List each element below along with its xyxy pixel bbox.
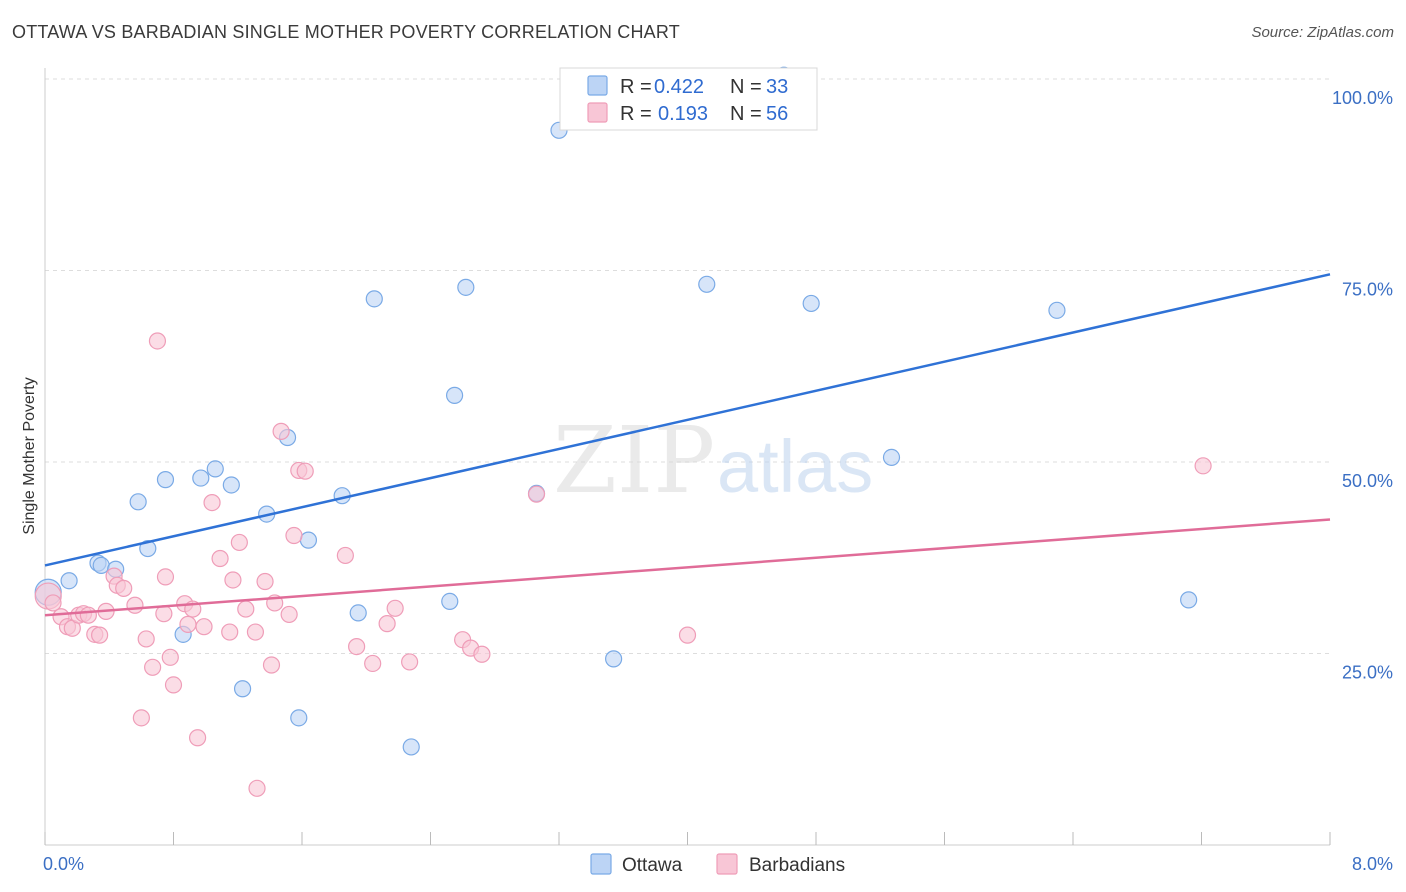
point-barbadians-17 xyxy=(144,658,162,676)
point-barbadians-30 xyxy=(221,623,239,641)
point-barbadians-22 xyxy=(164,676,183,694)
point-barbadians-31 xyxy=(224,571,242,589)
point-barbadians-54 xyxy=(678,626,697,644)
point-barbadians-39 xyxy=(272,422,290,440)
point-ottawa-5 xyxy=(129,493,147,511)
point-ottawa-26 xyxy=(605,650,623,668)
point-barbadians-13 xyxy=(115,579,133,597)
legend-r-value-ottawa: 0.422 xyxy=(654,76,704,98)
point-ottawa-30 xyxy=(882,448,901,467)
series-legend: Ottawa Barbadians xyxy=(590,853,845,876)
series-legend-label-barbadians[interactable]: Barbadians xyxy=(749,855,845,876)
point-barbadians-26 xyxy=(188,729,207,747)
legend-n-value-ottawa: 33 xyxy=(766,76,788,98)
point-ottawa-15 xyxy=(290,709,308,727)
watermark-zip: ZIP xyxy=(553,407,715,514)
point-ottawa-32 xyxy=(1180,591,1198,609)
series-legend-swatch-barbadians[interactable] xyxy=(716,853,738,875)
point-barbadians-34 xyxy=(246,623,265,641)
series-legend-label-ottawa[interactable]: Ottawa xyxy=(622,855,683,876)
point-barbadians-37 xyxy=(262,656,281,674)
point-ottawa-9 xyxy=(192,469,210,487)
point-ottawa-20 xyxy=(402,738,420,756)
point-barbadians-47 xyxy=(378,615,396,633)
trend-line-ottawa xyxy=(44,273,1331,567)
y-axis-title: Single Mother Poverty xyxy=(21,377,38,534)
point-barbadians-7 xyxy=(79,606,97,624)
point-ottawa-29 xyxy=(802,294,820,313)
point-ottawa-16 xyxy=(299,531,318,549)
point-ottawa-6 xyxy=(139,539,157,558)
point-ottawa-10 xyxy=(206,460,224,478)
point-barbadians-32 xyxy=(230,533,248,552)
point-barbadians-21 xyxy=(161,648,179,666)
point-barbadians-36 xyxy=(256,572,274,591)
point-barbadians-20 xyxy=(156,568,175,586)
x-tick-label-0: 0.0% xyxy=(43,854,84,874)
point-ottawa-27 xyxy=(698,275,716,293)
point-barbadians-49 xyxy=(401,653,419,671)
point-ottawa-23 xyxy=(457,278,475,296)
x-tick-label-1: 8.0% xyxy=(1352,854,1393,874)
y-tick-label-2: 75.0% xyxy=(1342,280,1393,300)
y-tick-label-3: 100.0% xyxy=(1332,88,1393,108)
point-barbadians-16 xyxy=(137,630,155,648)
point-barbadians-53 xyxy=(527,485,546,503)
trend-lines xyxy=(44,273,1331,617)
point-barbadians-52 xyxy=(473,645,491,663)
point-barbadians-27 xyxy=(195,618,213,636)
point-ottawa-12 xyxy=(233,680,252,698)
legend-swatch-ottawa xyxy=(587,75,608,96)
chart-source: Source: ZipAtlas.com xyxy=(1251,24,1394,41)
point-ottawa-31 xyxy=(1048,301,1066,319)
point-barbadians-1 xyxy=(44,594,62,612)
trend-line-barbadians xyxy=(44,518,1331,617)
point-barbadians-28 xyxy=(203,493,221,512)
point-ottawa-21 xyxy=(441,592,459,611)
legend-r-value-barbadians: 0.193 xyxy=(658,103,708,125)
series-legend-swatch-ottawa[interactable] xyxy=(590,853,612,875)
point-ottawa-22 xyxy=(445,386,464,404)
y-tick-labels: 25.0% 50.0% 75.0% 100.0% xyxy=(1332,88,1393,683)
point-ottawa-18 xyxy=(349,604,367,622)
point-barbadians-14 xyxy=(126,596,144,614)
point-barbadians-29 xyxy=(211,549,229,568)
y-tick-label-0: 25.0% xyxy=(1342,663,1393,683)
point-ottawa-11 xyxy=(222,476,240,494)
point-barbadians-40 xyxy=(280,605,298,624)
legend-swatch-barbadians xyxy=(587,102,608,123)
watermark-atlas: atlas xyxy=(717,425,873,508)
point-barbadians-48 xyxy=(386,599,404,617)
point-barbadians-19 xyxy=(155,605,173,623)
point-barbadians-44 xyxy=(336,546,354,565)
chart-title: OTTAWA VS BARBADIAN SINGLE MOTHER POVERT… xyxy=(12,22,680,42)
point-ottawa-3 xyxy=(92,556,110,575)
x-tick-labels: 0.0% 8.0% xyxy=(43,832,1393,874)
point-barbadians-18 xyxy=(148,332,167,350)
legend-r-label-ottawa: R = xyxy=(620,76,652,98)
legend-n-label-barbadians: N = xyxy=(730,103,762,125)
point-barbadians-41 xyxy=(285,526,303,545)
point-barbadians-33 xyxy=(237,600,255,618)
point-barbadians-46 xyxy=(364,654,382,673)
point-barbadians-43 xyxy=(296,462,314,480)
point-ottawa-7 xyxy=(156,471,175,489)
point-ottawa-1 xyxy=(60,572,78,590)
point-barbadians-55 xyxy=(1194,457,1212,475)
point-barbadians-35 xyxy=(248,779,266,797)
stats-legend: R = 0.422 N = 33 R = 0.193 N = 56 xyxy=(559,67,818,131)
point-ottawa-19 xyxy=(365,290,383,308)
point-barbadians-24 xyxy=(179,615,197,633)
point-barbadians-45 xyxy=(348,638,366,656)
data-points xyxy=(34,66,1212,797)
point-barbadians-15 xyxy=(132,709,150,727)
legend-n-value-barbadians: 56 xyxy=(766,103,788,125)
watermark: ZIP atlas xyxy=(553,407,873,514)
y-tick-label-1: 50.0% xyxy=(1342,471,1393,491)
legend-n-label-ottawa: N = xyxy=(730,76,762,98)
point-barbadians-9 xyxy=(91,626,109,644)
legend-r-label-barbadians: R = xyxy=(620,103,652,125)
